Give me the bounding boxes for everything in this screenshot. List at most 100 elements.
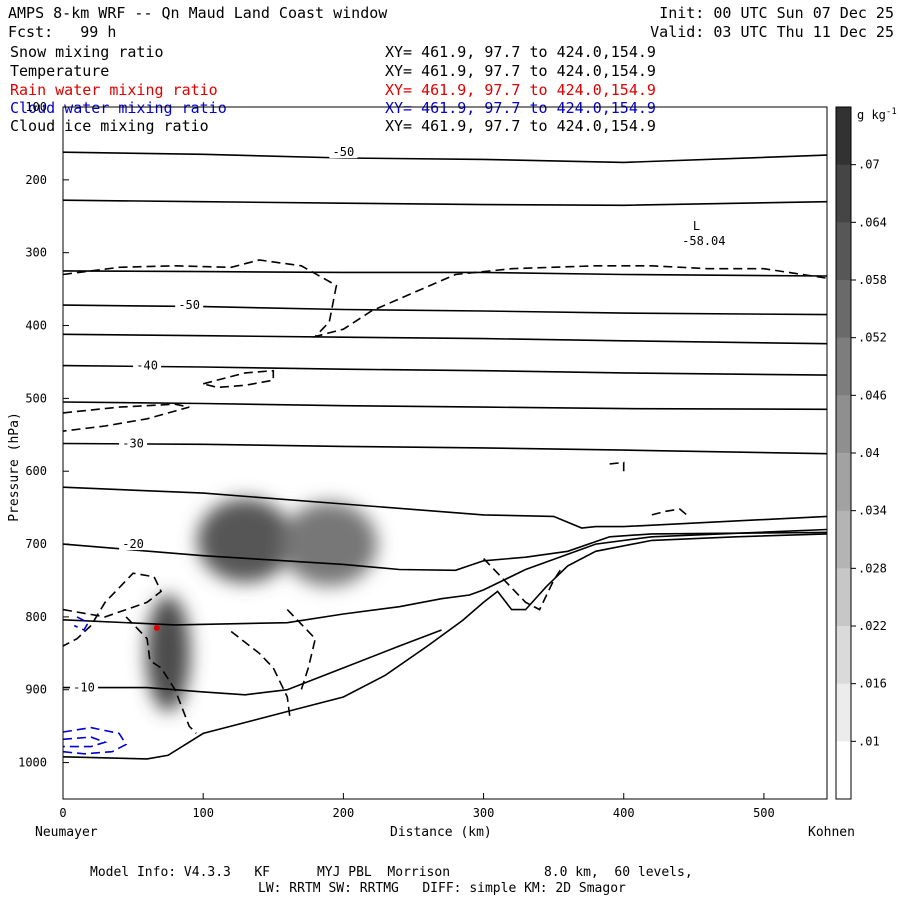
low-marker: L	[693, 219, 700, 233]
cloud-ice-contour	[286, 609, 317, 690]
y-tick-label: 300	[25, 246, 47, 260]
contour-label-bg	[119, 436, 148, 450]
legend-rain: Rain water mixing ratio	[10, 81, 218, 99]
contour-label-bg	[70, 680, 99, 694]
y-axis-label: Pressure (hPa)	[6, 412, 22, 522]
colorbar-swatch	[836, 164, 851, 223]
temperature-contour	[63, 401, 827, 411]
x-tick-label: 500	[753, 806, 775, 820]
colorbar-swatch	[836, 395, 851, 454]
contour-label: -50	[333, 145, 355, 159]
colorbar-swatch	[836, 626, 851, 685]
colorbar-label: .04	[858, 446, 880, 460]
cloud-water-contour	[73, 616, 90, 632]
contour-label: -20	[122, 537, 144, 551]
x-tick-label: 200	[333, 806, 355, 820]
footer-line-1: Model Info: V4.3.3 KF MYJ PBL Morrison 8…	[90, 865, 693, 880]
temperature-contour	[63, 486, 827, 529]
temperature-contour	[63, 531, 827, 572]
contour-label-bg	[175, 298, 204, 312]
y-tick-label: 400	[25, 319, 47, 333]
colorbar-label: .046	[858, 388, 887, 402]
valid-time: Valid: 03 UTC Thu 11 Dec 25	[650, 23, 894, 41]
contour-label: -30	[122, 437, 144, 451]
contour-label: -40	[136, 359, 158, 373]
legend-snow-xy: XY= 461.9, 97.7 to 424.0,154.9	[385, 43, 656, 61]
temperature-contour	[63, 364, 827, 376]
chart-title: AMPS 8-km WRF -- Qn Maud Land Coast wind…	[8, 4, 388, 22]
contour-label-bg	[119, 537, 148, 551]
cloud-ice-contour	[202, 369, 275, 389]
y-tick-label: 600	[25, 464, 47, 478]
colorbar-swatch	[836, 222, 851, 281]
x-start-label: Neumayer	[35, 825, 98, 840]
contour-label: -50	[178, 298, 200, 312]
cloud-ice-contour	[483, 558, 562, 611]
temperature-contour	[63, 528, 827, 626]
colorbar-unit-exp: -1	[886, 107, 897, 117]
contour-label-bg	[133, 358, 162, 372]
colorbar-swatch	[836, 510, 851, 569]
temperature-contour	[63, 270, 827, 277]
colorbar-swatch	[836, 453, 851, 512]
colorbar-label: .064	[858, 215, 887, 229]
cloud-ice-contour	[63, 403, 190, 432]
colorbar-label: .07	[858, 158, 880, 172]
colorbar-swatch	[836, 683, 851, 742]
y-tick-label: 900	[25, 683, 47, 697]
legend-cloud-water-xy: XY= 461.9, 97.7 to 424.0,154.9	[385, 99, 656, 117]
legend-cloud-ice-xy: XY= 461.9, 97.7 to 424.0,154.9	[385, 117, 656, 135]
init-time: Init: 00 UTC Sun 07 Dec 25	[659, 4, 894, 22]
cloud-water-contour	[63, 726, 128, 755]
low-value: -58.04	[682, 234, 725, 248]
temperature-contour	[63, 629, 442, 696]
colorbar-swatch	[836, 107, 851, 166]
forecast-hour: Fcst: 99 h	[8, 23, 117, 41]
snow-shading-blob	[281, 502, 378, 587]
contour-label: -10	[73, 681, 95, 695]
legend-cloud-ice: Cloud ice mixing ratio	[10, 117, 209, 135]
x-tick-label: 400	[613, 806, 635, 820]
cloud-ice-contour	[63, 259, 827, 338]
cloud-ice-contour	[125, 616, 197, 734]
colorbar-swatch	[836, 568, 851, 627]
legend-rain-xy: XY= 461.9, 97.7 to 424.0,154.9	[385, 81, 656, 99]
colorbar-swatch	[836, 280, 851, 339]
x-end-label: Kohnen	[808, 825, 855, 840]
colorbar-label: .052	[858, 331, 887, 345]
x-tick-label: 0	[59, 806, 66, 820]
terrain-line	[63, 533, 827, 760]
temperature-contour	[63, 199, 827, 207]
temperature-contour	[63, 151, 827, 164]
y-tick-label: 100	[25, 100, 47, 114]
snow-shading-blob	[197, 498, 294, 583]
y-tick-label: 500	[25, 391, 47, 405]
legend-temperature-xy: XY= 461.9, 97.7 to 424.0,154.9	[385, 62, 656, 80]
colorbar-swatch	[836, 741, 851, 800]
rain-water-marker	[153, 624, 160, 631]
cloud-ice-contour	[230, 630, 291, 720]
legend-cloud-water: Cloud water mixing ratio	[10, 99, 227, 117]
colorbar-swatch	[836, 337, 851, 396]
colorbar-label: .058	[858, 273, 887, 287]
y-tick-label: 700	[25, 537, 47, 551]
cloud-ice-contour	[63, 572, 163, 647]
footer-line-2: LW: RRTM SW: RRTMG DIFF: simple KM: 2D S…	[258, 881, 626, 896]
cloud-water-contour	[63, 736, 108, 748]
colorbar-label: .016	[858, 677, 887, 691]
y-tick-label: 800	[25, 610, 47, 624]
y-tick-label: 1000	[18, 756, 47, 770]
x-tick-label: 300	[473, 806, 495, 820]
colorbar-label: .01	[858, 734, 880, 748]
temperature-contour	[63, 333, 827, 345]
plot-frame	[62, 106, 828, 800]
colorbar-unit: g kg-1	[857, 107, 897, 122]
y-tick-label: 200	[25, 173, 47, 187]
legend-snow: Snow mixing ratio	[10, 43, 164, 61]
snow-shading-blob	[146, 595, 191, 712]
temperature-contour	[63, 442, 827, 455]
x-axis-label: Distance (km)	[390, 825, 492, 840]
cloud-ice-contour	[609, 461, 625, 472]
colorbar-label: .022	[858, 619, 887, 633]
